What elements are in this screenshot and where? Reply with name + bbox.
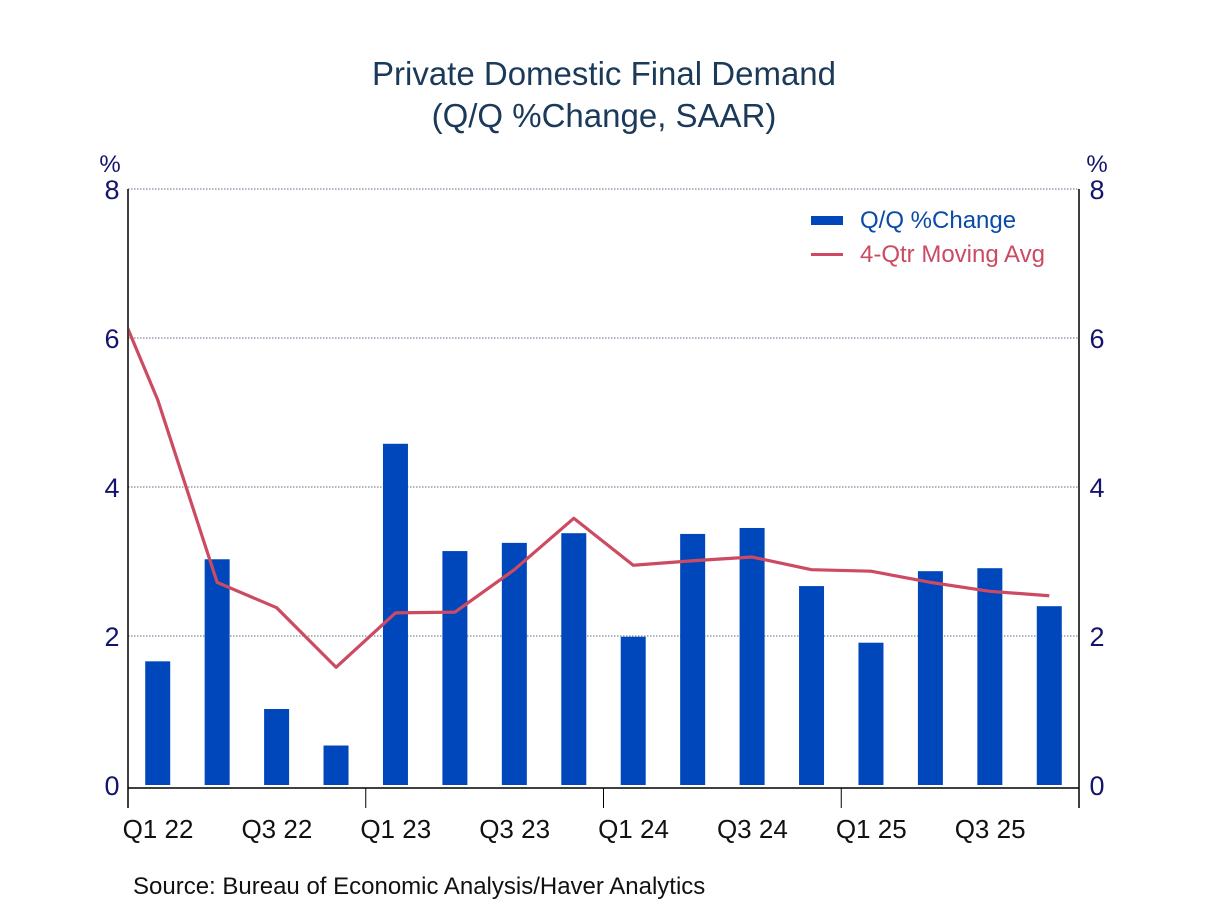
- x-tick-label: Q1 22: [123, 814, 194, 844]
- y-tick-label-right: 0: [1089, 771, 1104, 801]
- bar: [264, 709, 290, 785]
- bar: [561, 533, 587, 785]
- bar: [145, 661, 171, 785]
- bar: [323, 745, 349, 785]
- source-note: Source: Bureau of Economic Analysis/Have…: [133, 873, 705, 900]
- bar: [917, 571, 943, 785]
- x-ticks: Q1 22 Q3 22 Q1 23 Q3 23 Q1 24 Q3 24 Q1 25 Q3 25: [123, 814, 1026, 844]
- x-tick-label: Q3 25: [955, 814, 1026, 844]
- y-tick-label-left: 0: [104, 771, 119, 801]
- bar: [799, 586, 825, 785]
- y-tick-label-left: 8: [104, 175, 119, 205]
- bar: [204, 559, 230, 785]
- y-tick-label-right: 8: [1089, 175, 1104, 205]
- legend-label-line: 4-Qtr Moving Avg: [860, 241, 1045, 268]
- bar: [501, 542, 527, 785]
- bar: [739, 527, 765, 785]
- bar: [620, 636, 646, 785]
- bar-series: [145, 443, 1062, 785]
- legend-swatch-bar: [811, 216, 843, 225]
- x-tick-label: Q1 24: [598, 814, 669, 844]
- y-tick-label-left: 4: [104, 473, 119, 503]
- y-tick-label-right: 4: [1089, 473, 1104, 503]
- legend: Q/Q %Change 4-Qtr Moving Avg: [811, 207, 1045, 268]
- chart-subtitle: (Q/Q %Change, SAAR): [432, 97, 777, 134]
- y-ticks-left: 0 2 4 6 8: [104, 175, 119, 801]
- x-tick-label: Q1 25: [836, 814, 907, 844]
- legend-swatch-line: [811, 253, 843, 256]
- y-tick-label-right: 6: [1089, 324, 1104, 354]
- bar: [858, 642, 884, 785]
- y-ticks-right: 0 2 4 6 8: [1089, 175, 1104, 801]
- bar: [977, 568, 1003, 785]
- bar: [1036, 606, 1062, 785]
- x-tick-label: Q1 23: [360, 814, 431, 844]
- legend-label-bar: Q/Q %Change: [860, 207, 1016, 234]
- bar: [680, 533, 706, 785]
- x-tick-label: Q3 23: [479, 814, 550, 844]
- y-tick-label-left: 6: [104, 324, 119, 354]
- y-tick-label-right: 2: [1089, 622, 1104, 652]
- chart-title: Private Domestic Final Demand: [372, 55, 836, 92]
- x-tick-label: Q3 24: [717, 814, 788, 844]
- bar: [442, 551, 468, 785]
- y-tick-label-left: 2: [104, 622, 119, 652]
- line-series: [129, 327, 1050, 669]
- y-axis-label-left: %: [99, 151, 120, 178]
- x-tick-label: Q3 22: [241, 814, 312, 844]
- y-axis-label-right: %: [1086, 151, 1107, 178]
- axes: [127, 189, 1080, 808]
